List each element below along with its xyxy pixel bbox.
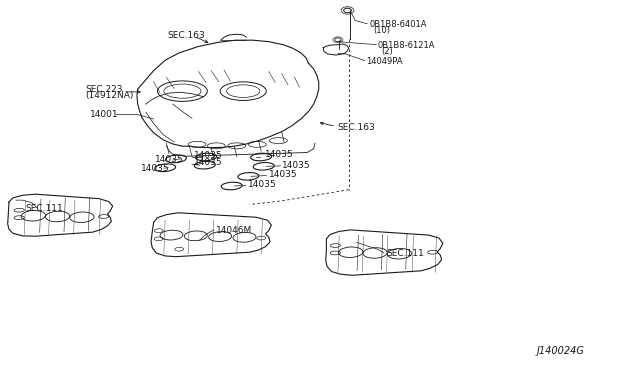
Text: SEC.163: SEC.163 [168, 31, 205, 40]
Text: 14046M: 14046M [216, 226, 252, 235]
Text: SEC.163: SEC.163 [337, 124, 375, 132]
Text: (2): (2) [381, 47, 393, 56]
Text: 14035: 14035 [282, 161, 310, 170]
Text: 0B1B8-6121A: 0B1B8-6121A [378, 41, 435, 50]
Text: (10): (10) [373, 26, 390, 35]
Text: 14035: 14035 [194, 151, 223, 160]
Text: SEC.111: SEC.111 [26, 204, 63, 213]
Text: 14035: 14035 [194, 158, 223, 167]
Text: J140024G: J140024G [536, 346, 584, 356]
Text: SEC.223: SEC.223 [85, 85, 123, 94]
Text: SEC.111: SEC.111 [386, 249, 424, 258]
Text: 0B1B8-6401A: 0B1B8-6401A [369, 20, 427, 29]
Text: 14035: 14035 [141, 164, 170, 173]
Text: 14035: 14035 [265, 150, 294, 159]
Text: 14035: 14035 [248, 180, 277, 189]
Text: 14035: 14035 [155, 155, 184, 164]
Text: 14049PA: 14049PA [366, 57, 403, 65]
Text: (14912NA): (14912NA) [85, 91, 134, 100]
Text: 14035: 14035 [269, 170, 298, 179]
Text: 14001: 14001 [90, 110, 118, 119]
